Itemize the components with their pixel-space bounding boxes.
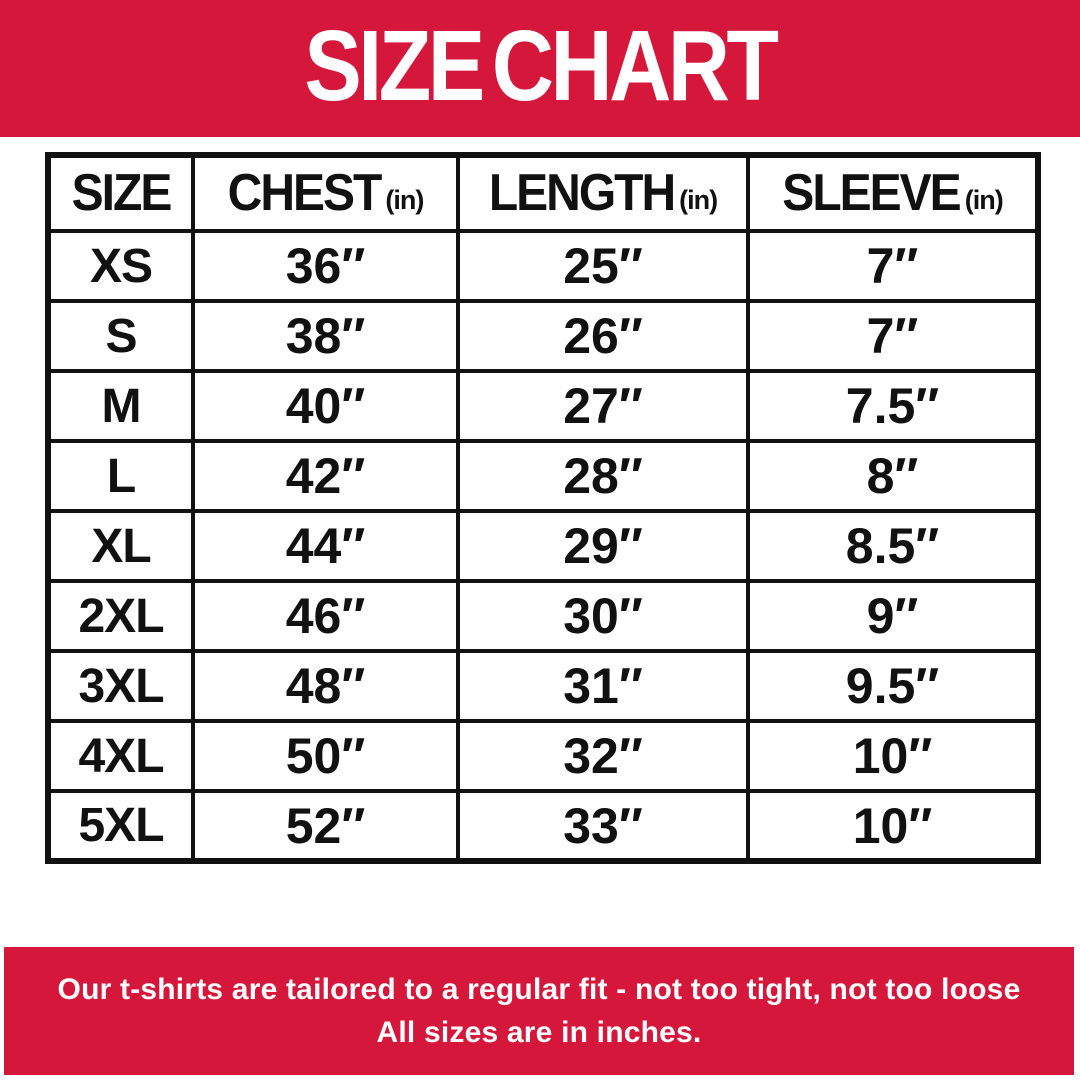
footer-note-line2: All sizes are in inches. — [376, 1016, 702, 1049]
length-cell: 30″ — [456, 579, 750, 653]
length-cell: 33″ — [456, 789, 750, 863]
size-cell: 5XL — [46, 789, 195, 863]
chest-cell: 38″ — [191, 299, 460, 373]
column-header-chest: CHEST (in) — [191, 153, 460, 233]
sleeve-cell: 8″ — [746, 439, 1040, 513]
chest-cell: 46″ — [191, 579, 460, 653]
column-header-size-label: SIZE — [71, 164, 173, 223]
table-row-4xl: 4XL 50″ 32″ 10″ — [46, 719, 1040, 793]
sleeve-cell: 9″ — [746, 579, 1040, 653]
length-cell: 31″ — [456, 649, 750, 723]
table-row-s: S 38″ 26″ 7″ — [46, 299, 1040, 373]
table-row-3xl: 3XL 48″ 31″ 9.5″ — [46, 649, 1040, 723]
sleeve-cell: 10″ — [746, 719, 1040, 793]
sleeve-cell: 7.5″ — [746, 369, 1040, 443]
size-cell: S — [46, 299, 195, 373]
chest-cell: 40″ — [191, 369, 460, 443]
size-cell: 3XL — [46, 649, 195, 723]
length-cell: 29″ — [456, 509, 750, 583]
column-header-chest-label: CHEST — [227, 164, 383, 223]
column-header-sleeve: SLEEVE (in) — [746, 153, 1040, 233]
sleeve-cell: 7″ — [746, 299, 1040, 373]
table-row-xl: XL 44″ 29″ 8.5″ — [46, 509, 1040, 583]
size-cell: M — [46, 369, 195, 443]
sleeve-cell: 10″ — [746, 789, 1040, 863]
sleeve-cell: 8.5″ — [746, 509, 1040, 583]
size-cell: 4XL — [46, 719, 195, 793]
table-row-2xl: 2XL 46″ 30″ 9″ — [46, 579, 1040, 653]
length-cell: 25″ — [456, 229, 750, 303]
sleeve-cell: 9.5″ — [746, 649, 1040, 723]
top-banner: SIZE CHART — [0, 0, 1080, 137]
length-cell: 28″ — [456, 439, 750, 513]
table-row-5xl: 5XL 52″ 33″ 10″ — [46, 789, 1040, 863]
column-header-sleeve-unit: (in) — [964, 185, 1004, 215]
chest-cell: 48″ — [191, 649, 460, 723]
size-table: SIZE CHEST (in) LENGTH (in) SLEEVE (in) XS … — [45, 152, 1041, 864]
column-header-chest-unit: (in) — [385, 185, 424, 215]
column-header-length-label: LENGTH — [488, 164, 676, 223]
table-row-xs: XS 36″ 25″ 7″ — [46, 229, 1040, 303]
chest-cell: 50″ — [191, 719, 460, 793]
size-cell: L — [46, 439, 195, 513]
length-cell: 27″ — [456, 369, 750, 443]
column-header-length-unit: (in) — [679, 185, 718, 215]
table-row-l: L 42″ 28″ 8″ — [46, 439, 1040, 513]
column-header-sleeve-label: SLEEVE — [782, 164, 961, 223]
column-header-length: LENGTH (in) — [456, 153, 750, 233]
column-header-size: SIZE — [46, 153, 195, 233]
page-title: SIZE CHART — [304, 9, 779, 122]
table-row-m: M 40″ 27″ 7.5″ — [46, 369, 1040, 443]
table-header-row: SIZE CHEST (in) LENGTH (in) SLEEVE (in) — [46, 153, 1040, 233]
size-cell: XS — [46, 229, 195, 303]
chest-cell: 44″ — [191, 509, 460, 583]
chest-cell: 36″ — [191, 229, 460, 303]
chest-cell: 52″ — [191, 789, 460, 863]
length-cell: 32″ — [456, 719, 750, 793]
sleeve-cell: 7″ — [746, 229, 1040, 303]
size-cell: XL — [46, 509, 195, 583]
length-cell: 26″ — [456, 299, 750, 373]
bottom-banner: Our t-shirts are tailored to a regular f… — [4, 947, 1074, 1075]
size-cell: 2XL — [46, 579, 195, 653]
footer-note-line1: Our t-shirts are tailored to a regular f… — [57, 973, 1021, 1006]
chest-cell: 42″ — [191, 439, 460, 513]
